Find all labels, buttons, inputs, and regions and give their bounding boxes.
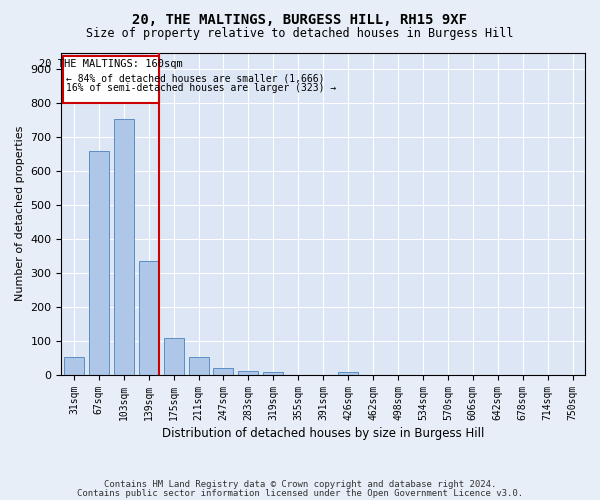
Text: 20 THE MALTINGS: 160sqm: 20 THE MALTINGS: 160sqm bbox=[39, 60, 182, 70]
Bar bbox=[263, 372, 283, 375]
Text: ← 84% of detached houses are smaller (1,666): ← 84% of detached houses are smaller (1,… bbox=[65, 74, 324, 84]
Text: Contains HM Land Registry data © Crown copyright and database right 2024.: Contains HM Land Registry data © Crown c… bbox=[104, 480, 496, 489]
Bar bbox=[139, 262, 158, 375]
Text: 16% of semi-detached houses are larger (323) →: 16% of semi-detached houses are larger (… bbox=[65, 83, 336, 93]
Bar bbox=[114, 118, 134, 375]
X-axis label: Distribution of detached houses by size in Burgess Hill: Distribution of detached houses by size … bbox=[162, 427, 484, 440]
Text: Size of property relative to detached houses in Burgess Hill: Size of property relative to detached ho… bbox=[86, 28, 514, 40]
Bar bbox=[238, 370, 259, 375]
Bar bbox=[62, 56, 158, 104]
Bar bbox=[89, 151, 109, 375]
Text: Contains public sector information licensed under the Open Government Licence v3: Contains public sector information licen… bbox=[77, 488, 523, 498]
Bar bbox=[164, 338, 184, 375]
Bar bbox=[64, 358, 84, 375]
Bar bbox=[214, 368, 233, 375]
Bar bbox=[338, 372, 358, 375]
Bar bbox=[188, 358, 209, 375]
Y-axis label: Number of detached properties: Number of detached properties bbox=[15, 126, 25, 302]
Text: 20, THE MALTINGS, BURGESS HILL, RH15 9XF: 20, THE MALTINGS, BURGESS HILL, RH15 9XF bbox=[133, 12, 467, 26]
